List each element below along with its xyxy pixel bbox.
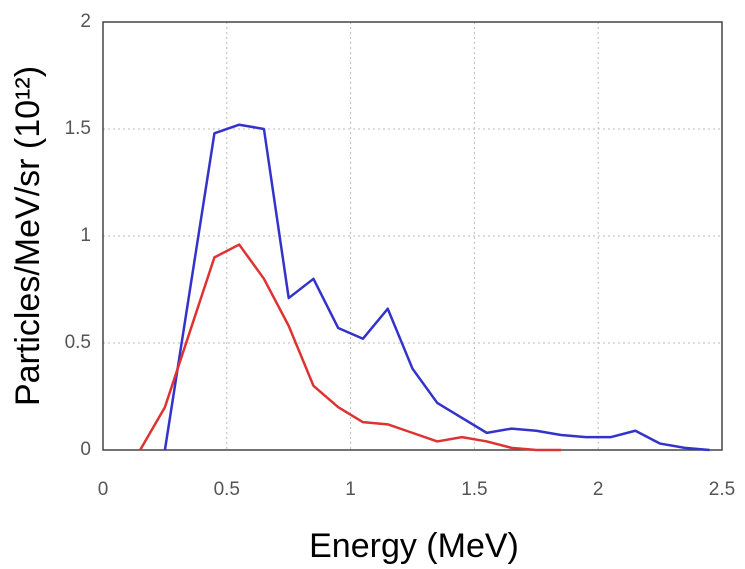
y-tick-label: 0.5	[65, 332, 91, 353]
x-tick-label: 2	[593, 479, 604, 500]
x-tick-label: 0.5	[214, 479, 240, 500]
y-tick-label: 0	[80, 439, 91, 460]
x-tick-label: 0	[98, 479, 109, 500]
y-tick-label: 2	[80, 11, 91, 32]
y-axis-title: Particles/MeV/sr (10¹²)	[9, 66, 47, 406]
x-axis-title: Energy (MeV)	[309, 527, 519, 565]
data-line	[163, 123, 710, 452]
plot-frame	[102, 21, 723, 451]
x-tick-label: 1	[345, 479, 356, 500]
y-tick-label: 1.5	[65, 118, 91, 139]
x-tick-label: 2.5	[709, 479, 735, 500]
data-line	[139, 243, 562, 452]
x-tick-label: 1.5	[461, 479, 487, 500]
y-tick-label: 1	[80, 225, 91, 246]
